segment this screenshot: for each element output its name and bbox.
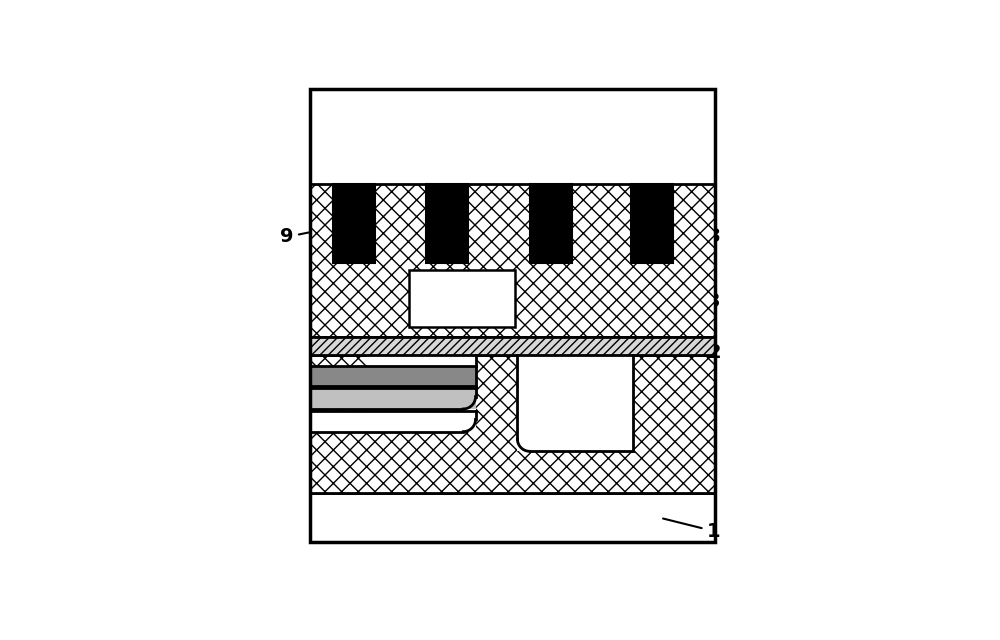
Text: 2: 2 xyxy=(683,343,721,362)
Text: 7: 7 xyxy=(549,367,566,388)
Text: 4: 4 xyxy=(431,188,460,218)
Text: 1: 1 xyxy=(663,518,721,541)
Bar xyxy=(367,355,476,431)
Bar xyxy=(517,355,633,451)
Bar xyxy=(426,184,468,262)
Text: 6-n: 6-n xyxy=(476,296,548,316)
Bar xyxy=(310,411,476,431)
Text: 3: 3 xyxy=(683,292,721,310)
Text: ...: ... xyxy=(520,316,544,336)
Text: 9: 9 xyxy=(280,226,340,246)
Bar xyxy=(631,184,673,262)
Text: 6-1: 6-1 xyxy=(389,360,424,380)
Bar xyxy=(310,89,715,543)
Bar xyxy=(409,270,515,326)
Bar xyxy=(333,184,375,262)
Bar xyxy=(530,184,572,262)
Bar xyxy=(517,355,633,451)
Bar xyxy=(310,388,476,409)
Text: 8: 8 xyxy=(683,225,721,246)
Bar xyxy=(310,365,476,387)
Text: 6-2: 6-2 xyxy=(468,334,548,353)
Bar xyxy=(310,355,715,493)
Bar xyxy=(310,337,715,355)
Bar xyxy=(310,184,715,337)
Bar xyxy=(310,493,715,543)
